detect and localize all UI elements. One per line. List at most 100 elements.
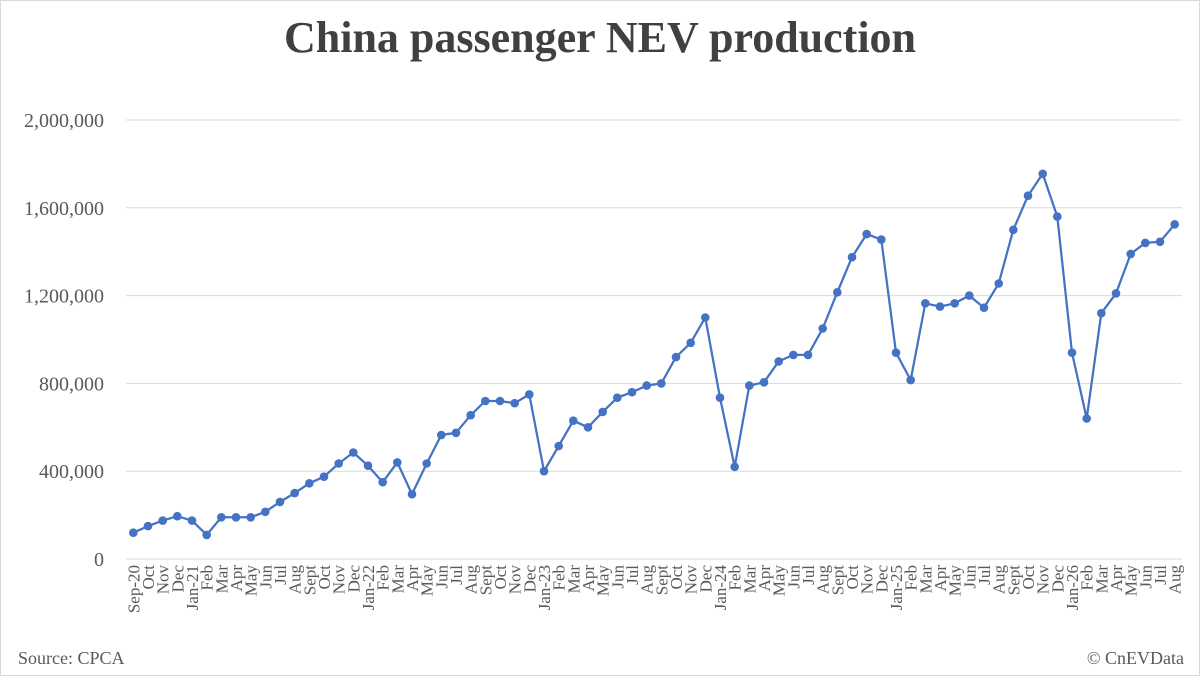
data-point [759,378,769,387]
data-point [393,458,402,467]
x-tick-label: Jan-25 [887,565,906,610]
x-tick-label: Dec [344,565,363,593]
x-tick-label: Aug [990,565,1009,595]
x-tick-label: Oct [1019,565,1038,590]
x-tick-label: Mar [916,565,935,594]
data-point [334,459,344,468]
x-tick-label: May [770,565,789,597]
x-tick-label: Sept [828,565,847,596]
x-tick-label: Jul [447,565,466,585]
data-point [554,441,563,451]
data-point [290,488,300,498]
x-tick-label: Nov [682,565,701,595]
data-point [407,489,417,499]
x-tick-label: Mar [1092,565,1111,594]
x-tick-label: Aug [638,565,657,595]
data-point [129,528,138,537]
x-tick-label: Nov [1034,565,1053,595]
data-point [686,338,695,348]
x-tick-label: Oct [667,565,686,590]
x-tick-label: Jan-22 [359,565,378,610]
data-point [158,516,167,525]
x-tick-label: Dec [872,565,891,593]
data-point [1097,308,1106,318]
data-point [730,462,739,472]
data-point [979,303,989,313]
x-tick-label: May [946,565,965,597]
x-tick-label: Sept [300,565,319,596]
data-point [657,379,666,388]
x-tick-label: Jul [1151,565,1170,585]
data-point [803,350,813,360]
x-tick-label: Dec [696,565,715,593]
x-tick-label: Jan-24 [711,565,730,611]
data-point [1111,289,1121,298]
x-tick-label: Apr [755,565,774,592]
data-point [877,235,886,244]
y-axis: 0 400,000 800,000 1,200,000 1,600,000 2,000,0… [24,110,104,571]
x-tick-label: Jan-26 [1063,565,1082,610]
data-point [305,479,314,488]
data-point [173,511,182,521]
x-tick-label: Dec [168,565,187,593]
x-tick-label: Jul [271,565,290,585]
data-point [1082,414,1091,423]
x-tick-label: Jun [1136,565,1155,589]
data-point [261,507,270,517]
gridlines [126,119,1182,472]
data-point [349,448,358,457]
data-point [1038,169,1047,179]
x-tick-label: Nov [330,565,349,595]
data-point [921,299,930,308]
x-tick-label: Aug [462,565,481,595]
x-tick-label: Mar [564,565,583,594]
x-tick-label: Apr [579,565,598,592]
x-tick-label: Apr [931,565,950,592]
x-tick-label: Sept [1004,565,1023,596]
x-tick-label: Feb [550,565,569,591]
data-point [818,324,827,333]
data-point [202,530,211,540]
data-point [598,407,607,417]
x-tick-label: Nov [858,565,877,595]
x-tick-label: Jan-23 [535,565,554,610]
y-tick-label: 400,000 [39,461,104,483]
data-point [217,513,226,522]
credit-note: © CnEVData [1086,648,1184,668]
x-tick-label: Dec [1048,565,1067,593]
data-point [833,288,842,297]
data-point [569,416,578,426]
x-tick-label: Jul [623,565,642,585]
data-point [642,381,651,390]
data-point [1053,212,1062,221]
data-point [671,352,681,362]
x-tick-label: Sept [476,565,495,596]
x-tick-label: Oct [491,565,510,590]
x-tick-label: Apr [227,565,246,592]
data-point [950,299,959,308]
data-point [319,472,329,482]
data-point [1023,191,1033,200]
x-tick-label: Mar [740,565,759,594]
data-point [994,279,1003,288]
x-tick-label: May [594,565,613,597]
x-tick-label: Sep-20 [124,565,143,613]
x-tick-label: Aug [1166,565,1185,595]
data-point [525,390,534,399]
data-point [495,396,505,406]
x-tick-label: Mar [212,565,231,594]
x-tick-label: Jun [784,565,803,589]
x-tick-label: Apr [403,565,422,592]
data-point [1170,220,1179,229]
x-tick-label: Jun [960,565,979,589]
data-point [1155,237,1165,247]
data-point [1126,249,1135,259]
x-tick-label: Feb [726,565,745,591]
data-point [246,513,255,522]
x-tick-label: Jun [608,565,627,589]
data-point [627,387,637,397]
x-tick-label: Jul [975,565,994,585]
data-point [539,466,549,476]
data-point [701,313,710,322]
